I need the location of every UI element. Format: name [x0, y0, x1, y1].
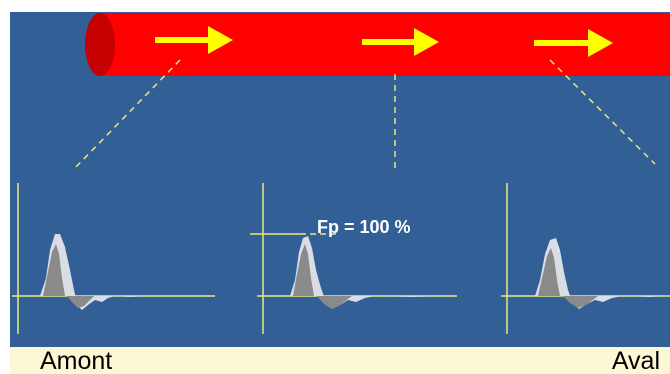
fp-annotation: Fp = 100 % [317, 217, 411, 237]
guide-line-right [549, 59, 656, 165]
guide-line-left [74, 59, 181, 169]
label-downstream: Aval [611, 347, 660, 374]
right-arrow-icon [534, 29, 613, 57]
flow-arrows [155, 26, 613, 57]
vessel-opening [85, 13, 115, 76]
diagram-canvas [10, 12, 670, 347]
guide-lines [74, 59, 656, 172]
right-arrow-icon [155, 26, 233, 54]
label-band [10, 347, 670, 374]
waveform-right [501, 183, 670, 334]
label-upstream: Amont [40, 347, 113, 374]
waveform-center [250, 183, 457, 334]
waveform-left [12, 183, 215, 334]
right-arrow-icon [362, 28, 439, 56]
